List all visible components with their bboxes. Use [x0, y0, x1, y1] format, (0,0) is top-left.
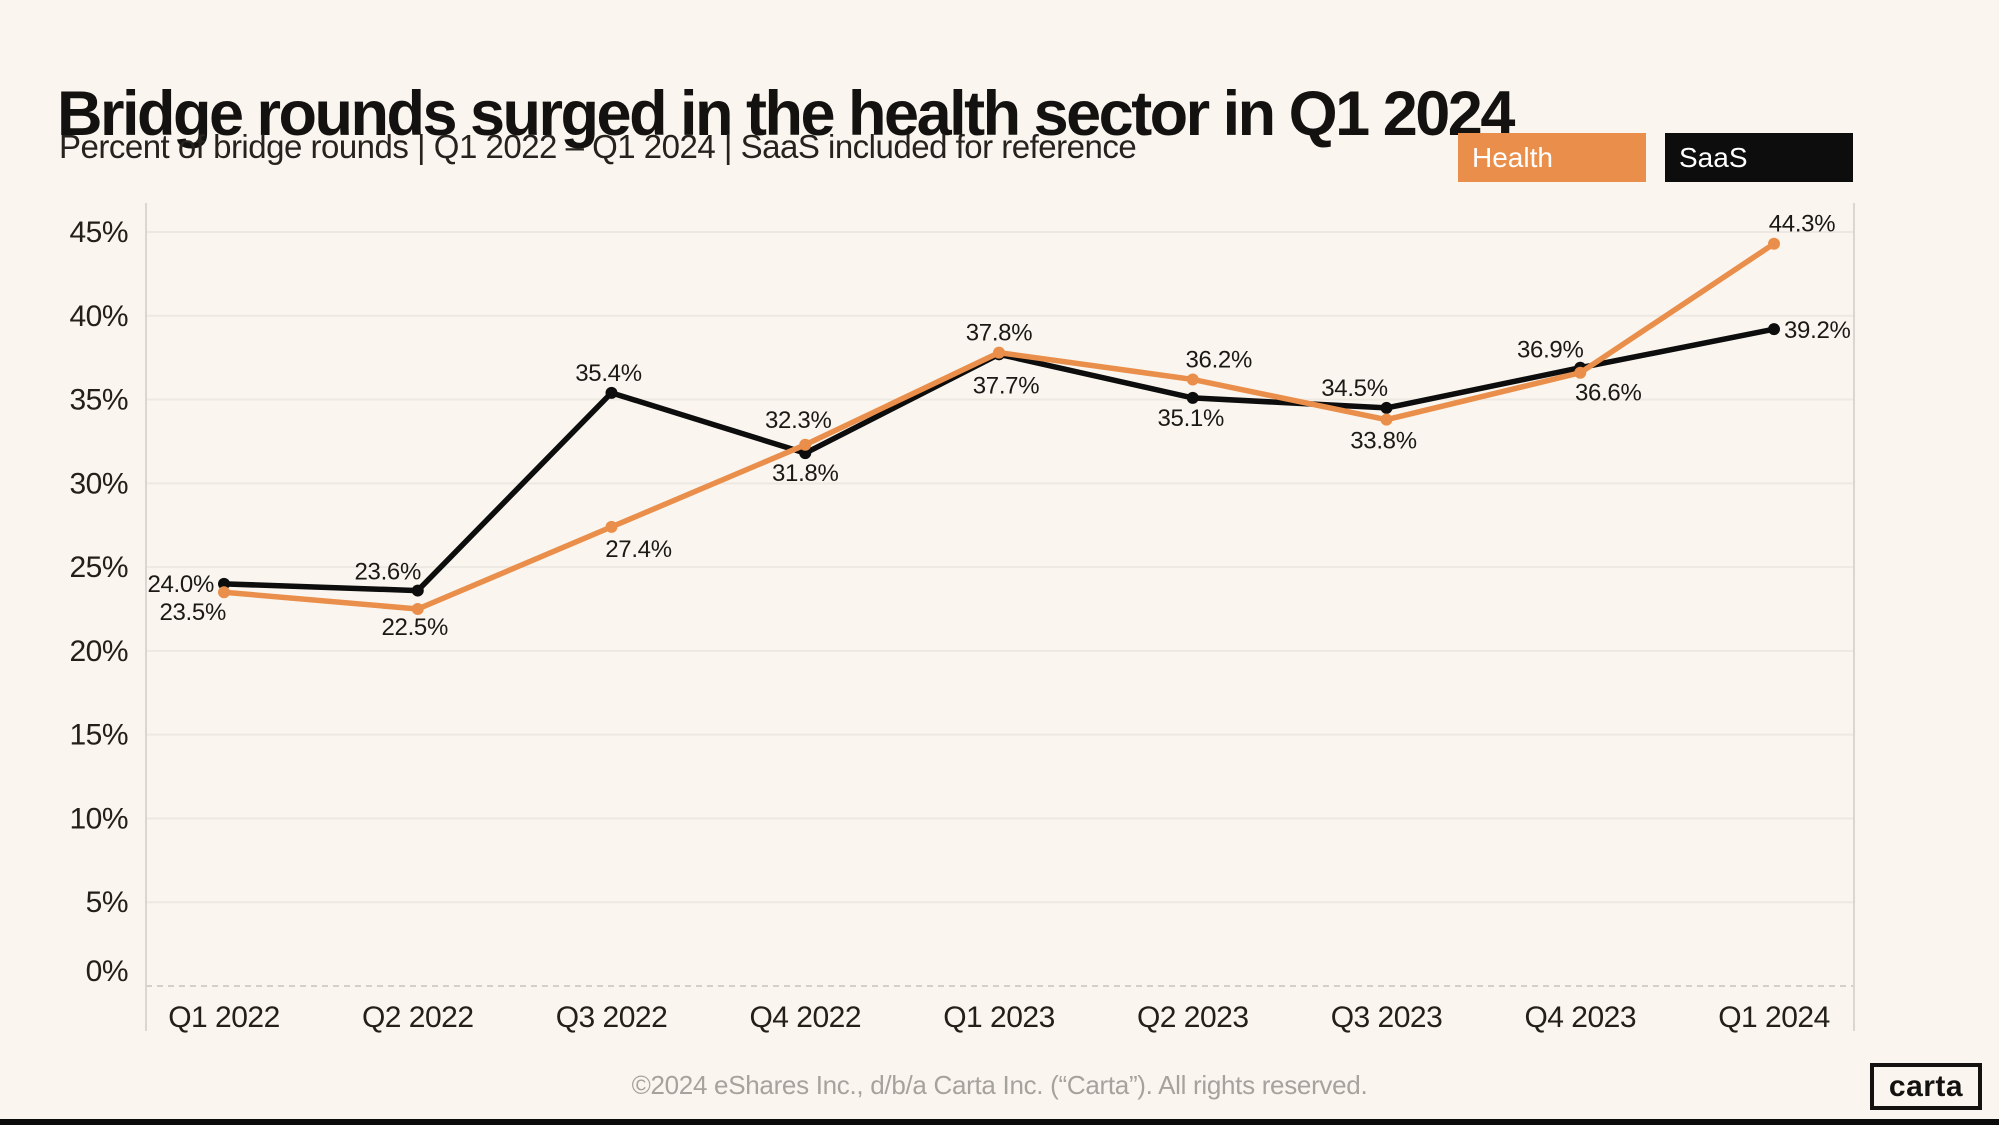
y-axis-tick-label: 20% — [69, 635, 128, 668]
bottom-bar — [0, 1119, 1999, 1125]
x-axis-tick-label: Q3 2022 — [556, 1001, 668, 1034]
data-point-label: 23.5% — [159, 599, 226, 626]
y-axis-tick-label: 0% — [86, 955, 128, 988]
data-point-label: 35.1% — [1157, 405, 1224, 432]
data-point-label: 31.8% — [772, 460, 839, 487]
data-point-label: 36.2% — [1185, 346, 1252, 373]
health-data-point — [411, 603, 424, 615]
health-data-point — [993, 346, 1005, 359]
x-axis-tick-label: Q1 2022 — [168, 1001, 280, 1034]
saas-data-point — [799, 447, 812, 460]
health-data-point — [218, 586, 230, 599]
health-data-point — [605, 520, 618, 533]
data-point-label: 24.0% — [147, 571, 214, 598]
health-data-point — [799, 438, 812, 451]
saas-data-point — [218, 577, 230, 590]
data-point-label: 37.7% — [973, 372, 1040, 399]
legend-label-health: Health — [1472, 141, 1553, 173]
y-axis-tick-label: 35% — [69, 384, 128, 417]
saas-data-point — [1380, 401, 1393, 414]
health-data-point — [1186, 373, 1199, 386]
x-axis-tick-label: Q2 2023 — [1137, 1001, 1249, 1034]
y-axis-tick-label: 5% — [86, 886, 128, 919]
data-point-label: 22.5% — [381, 614, 448, 641]
y-axis-tick-label: 10% — [69, 802, 128, 835]
legend-label-saas: SaaS — [1679, 141, 1748, 173]
data-point-label: 27.4% — [605, 536, 672, 563]
y-axis-tick-label: 25% — [69, 551, 128, 584]
data-point-label: 34.5% — [1321, 375, 1388, 402]
x-axis-tick-label: Q2 2022 — [362, 1001, 474, 1034]
data-point-label: 23.6% — [354, 559, 421, 586]
saas-data-point — [1186, 391, 1199, 404]
x-axis-tick-label: Q4 2022 — [749, 1001, 861, 1034]
data-point-label: 36.9% — [1517, 337, 1584, 364]
page-title: Bridge rounds surged in the health secto… — [57, 79, 1515, 150]
data-point-label: 44.3% — [1769, 211, 1836, 238]
data-point-label: 35.4% — [575, 360, 642, 387]
x-axis-tick-label: Q1 2024 — [1718, 1001, 1830, 1034]
data-point-label: 33.8% — [1350, 428, 1417, 455]
data-point-label: 32.3% — [765, 407, 832, 434]
data-point-label: 37.8% — [966, 320, 1033, 347]
x-axis-tick-label: Q3 2023 — [1331, 1001, 1443, 1034]
page-subtitle: Percent of bridge rounds | Q1 2022 – Q1 … — [59, 128, 1137, 165]
health-data-point — [1380, 413, 1393, 426]
legend-item-saas: SaaS — [1665, 133, 1853, 182]
y-axis-tick-label: 15% — [69, 719, 128, 752]
data-point-label: 36.6% — [1575, 380, 1642, 407]
footer-copyright: ©2024 eShares Inc., d/b/a Carta Inc. (“C… — [631, 1070, 1368, 1100]
y-axis-tick-label: 45% — [69, 216, 128, 249]
x-axis-tick-label: Q1 2023 — [943, 1001, 1055, 1034]
carta-logo: carta — [1870, 1063, 1982, 1110]
y-axis-tick-label: 40% — [69, 300, 128, 333]
legend-item-health: Health — [1458, 133, 1646, 182]
health-data-point — [1768, 237, 1780, 250]
saas-data-point — [605, 386, 618, 399]
legend: Health SaaS — [1458, 133, 1853, 182]
carta-logo-text: carta — [1888, 1069, 1964, 1103]
x-axis-tick-label: Q4 2023 — [1524, 1001, 1636, 1034]
data-point-label: 39.2% — [1784, 317, 1851, 344]
y-axis-tick-label: 30% — [69, 467, 128, 500]
health-data-point — [1574, 366, 1587, 379]
saas-line — [221, 326, 1777, 594]
saas-data-point — [411, 584, 424, 597]
saas-data-point — [1768, 323, 1780, 336]
